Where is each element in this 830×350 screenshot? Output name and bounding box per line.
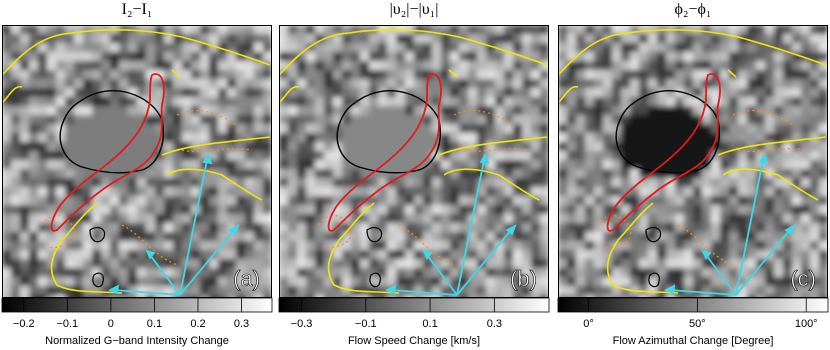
colorbar-tick-label: −0.3	[291, 318, 313, 330]
colorbar-label: Flow Speed Change [km/s]	[348, 335, 480, 347]
colorbar	[1, 297, 273, 313]
colorbar-tick-label: −0.1	[56, 318, 78, 330]
panel-title: ϕ₂−ϕ₁	[674, 1, 711, 18]
colorbar-tick-label: 0	[108, 318, 114, 330]
colorbar	[557, 297, 829, 313]
panel: ϕ₂−ϕ₁ (c) 0° 50° 100° Flow Azimuthal Change […	[557, 1, 829, 347]
colorbar-tick-label: −0.1	[355, 318, 377, 330]
colorbar-label: Normalized G−band Intensity Change	[45, 335, 229, 347]
colorbar-tick-label: 0.2	[190, 318, 205, 330]
panel: |υ₂|−|υ₁| (b) −0.3 −0.1 0.1 0.3 Flow Speed Cha…	[278, 1, 550, 347]
panel-label: (c)	[790, 266, 816, 291]
colorbar-tick-label: 0°	[583, 318, 594, 330]
image-map	[2, 25, 272, 298]
colorbar-label: Flow Azimuthal Change [Degree]	[613, 335, 774, 347]
colorbar-tick-label: 0.3	[234, 318, 249, 330]
panel-title: I₂−I₁	[122, 1, 153, 18]
image-map	[279, 25, 549, 298]
panel-label: (b)	[510, 266, 537, 291]
colorbar-tick-label: 0.3	[487, 318, 502, 330]
colorbar-tick-label: 0.1	[422, 318, 437, 330]
panel-title: |υ₂|−|υ₁|	[390, 1, 439, 18]
panel-label: (a)	[233, 266, 260, 291]
colorbar-tick-label: 100°	[795, 318, 818, 330]
image-map	[558, 25, 828, 298]
colorbar-tick-label: 0.1	[147, 318, 162, 330]
panel: I₂−I₁ (a) −0.2 −0.1 0 0.1 0.2 0.3 Normalized G−b…	[1, 1, 273, 347]
colorbar	[278, 297, 550, 313]
colorbar-tick-label: −0.2	[13, 318, 35, 330]
colorbar-tick-label: 50°	[689, 318, 706, 330]
